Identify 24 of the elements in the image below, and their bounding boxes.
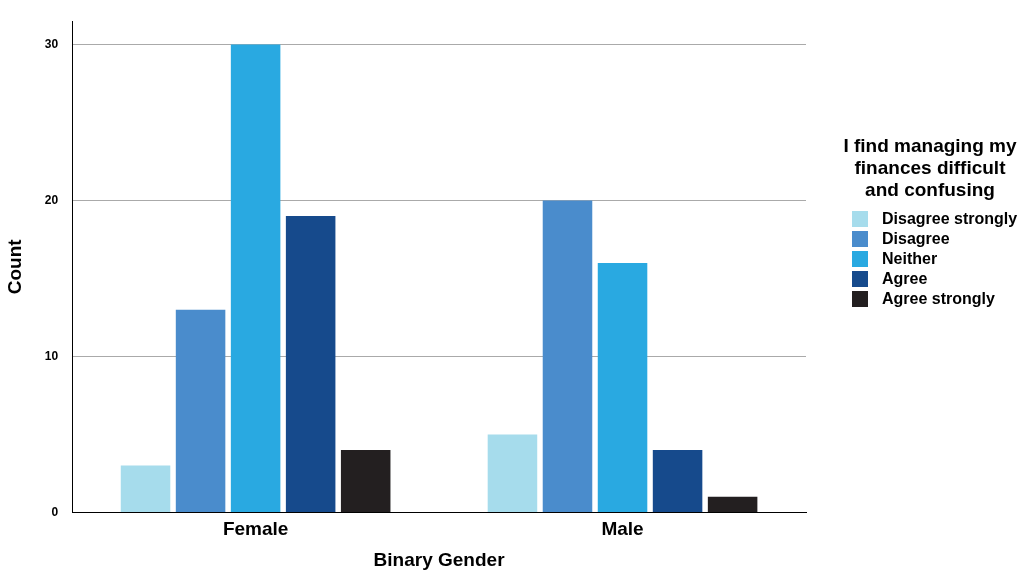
x-tick-label: Male bbox=[601, 518, 644, 540]
x-tick-label: Female bbox=[222, 518, 289, 540]
legend-label: Neither bbox=[882, 250, 938, 268]
bar bbox=[542, 200, 593, 512]
legend-label: Agree strongly bbox=[882, 290, 995, 308]
y-tick-label: 20 bbox=[44, 192, 59, 207]
legend-label: Disagree bbox=[882, 230, 950, 248]
legend-label: Disagree strongly bbox=[882, 210, 1018, 228]
legend-label: Agree bbox=[882, 270, 928, 288]
y-axis-title: Count bbox=[3, 238, 25, 295]
bar bbox=[120, 465, 171, 512]
bar bbox=[285, 216, 336, 512]
bar bbox=[230, 44, 281, 512]
y-tick-label: 0 bbox=[51, 504, 59, 519]
bar bbox=[175, 309, 226, 512]
bar bbox=[652, 450, 703, 512]
bar bbox=[597, 262, 648, 512]
x-axis-title: Binary Gender bbox=[373, 548, 506, 570]
y-tick-label: 30 bbox=[44, 36, 59, 51]
bar bbox=[487, 434, 538, 512]
legend-title: I find managing my finances difficult and confusing bbox=[842, 135, 1018, 201]
bar bbox=[340, 450, 391, 512]
y-tick-label: 10 bbox=[44, 348, 59, 363]
bar bbox=[707, 496, 758, 512]
